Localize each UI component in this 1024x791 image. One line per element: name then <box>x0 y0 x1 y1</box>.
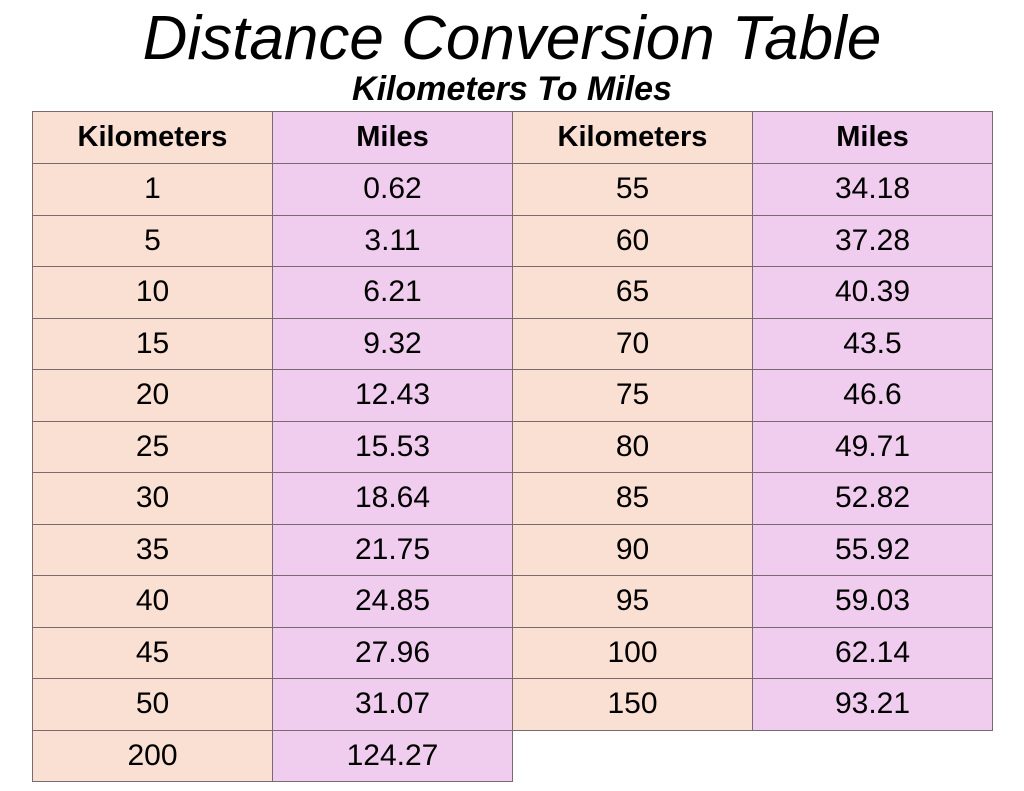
miles-cell: 124.27 <box>272 729 513 782</box>
miles-cell: 34.18 <box>752 163 993 216</box>
miles-cell: 27.96 <box>272 626 513 679</box>
kilometers-cell: 50 <box>32 678 273 731</box>
miles-cell: 31.07 <box>272 678 513 731</box>
kilometers-cell: 90 <box>512 523 753 576</box>
kilometers-cell: 30 <box>32 472 273 525</box>
kilometers-cell: 40 <box>32 575 273 628</box>
kilometers-cell: 100 <box>512 626 753 679</box>
miles-cell: 40.39 <box>752 266 993 319</box>
kilometers-cell: 60 <box>512 214 753 267</box>
kilometers-cell: 35 <box>32 523 273 576</box>
kilometers-cell: 75 <box>512 369 753 422</box>
kilometers-cell: 20 <box>32 369 273 422</box>
kilometers-cell: 5 <box>32 214 273 267</box>
miles-cell: 37.28 <box>752 214 993 267</box>
miles-cell: 93.21 <box>752 678 993 731</box>
kilometers-cell: 95 <box>512 575 753 628</box>
kilometers-cell: 25 <box>32 420 273 473</box>
miles-cell: 43.5 <box>752 317 993 370</box>
miles-cell: 21.75 <box>272 523 513 576</box>
miles-cell: 18.64 <box>272 472 513 525</box>
header-cell: Miles <box>752 111 993 164</box>
kilometers-cell: 55 <box>512 163 753 216</box>
miles-cell: 0.62 <box>272 163 513 216</box>
kilometers-cell: 70 <box>512 317 753 370</box>
miles-cell: 12.43 <box>272 369 513 422</box>
kilometers-cell: 45 <box>32 626 273 679</box>
miles-cell: 24.85 <box>272 575 513 628</box>
kilometers-cell: 85 <box>512 472 753 525</box>
header-cell: Miles <box>272 111 513 164</box>
kilometers-cell: 10 <box>32 266 273 319</box>
kilometers-cell: 200 <box>32 729 273 782</box>
header-cell: Kilometers <box>512 111 753 164</box>
miles-cell: 49.71 <box>752 420 993 473</box>
miles-cell: 46.6 <box>752 369 993 422</box>
title: Distance Conversion Table <box>142 4 882 73</box>
miles-cell: 62.14 <box>752 626 993 679</box>
miles-cell: 55.92 <box>752 523 993 576</box>
miles-cell: 59.03 <box>752 575 993 628</box>
subtitle: Kilometers To Miles <box>352 70 672 108</box>
kilometers-cell: 65 <box>512 266 753 319</box>
miles-cell: 9.32 <box>272 317 513 370</box>
header-cell: Kilometers <box>32 111 273 164</box>
miles-cell: 6.21 <box>272 266 513 319</box>
kilometers-cell: 15 <box>32 317 273 370</box>
miles-cell: 15.53 <box>272 420 513 473</box>
miles-cell: 3.11 <box>272 214 513 267</box>
kilometers-cell: 80 <box>512 420 753 473</box>
kilometers-cell: 150 <box>512 678 753 731</box>
kilometers-cell: 1 <box>32 163 273 216</box>
miles-cell: 52.82 <box>752 472 993 525</box>
